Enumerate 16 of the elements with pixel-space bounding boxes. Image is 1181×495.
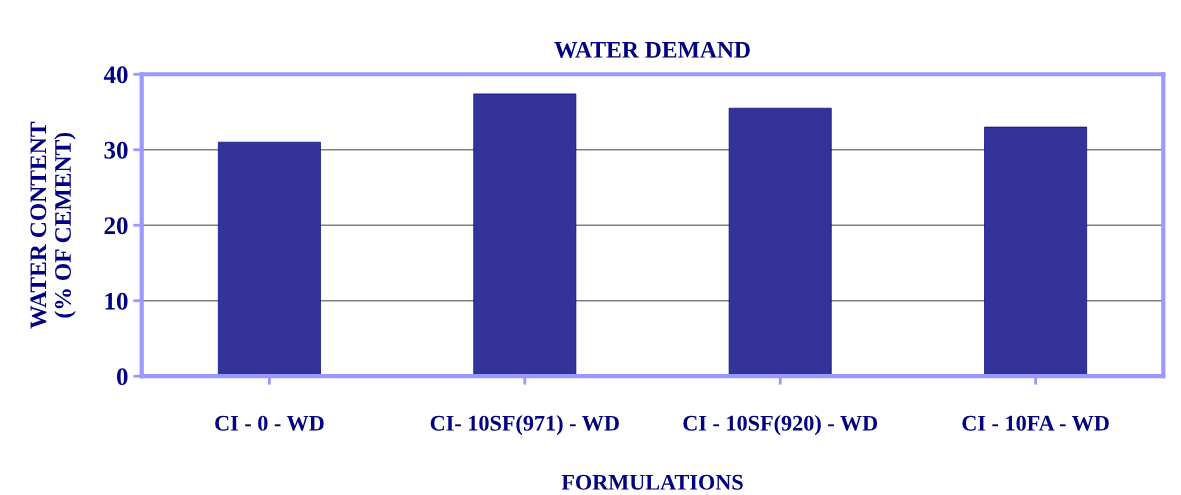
x-tick-label: CI - 0 - WD	[215, 415, 324, 431]
chart-title: WATER DEMAND	[554, 42, 750, 58]
x-tick-label: CI - 10SF(920) - WD	[683, 415, 878, 436]
bar	[473, 93, 577, 377]
y-tick-label: 20	[104, 217, 128, 235]
bar	[217, 141, 321, 377]
y-tick-label: 30	[104, 141, 128, 159]
x-tick-label: CI- 10SF(971) - WD	[430, 415, 619, 436]
x-tick-label: CI - 10FA - WD	[962, 415, 1109, 431]
x-axis-title: FORMULATIONS	[561, 474, 743, 490]
y-tick-label: 0	[116, 368, 128, 386]
bar	[728, 107, 832, 377]
y-tick-label: 40	[103, 66, 128, 84]
y-axis-title: WATER CONTENT (% OF CEMENT)	[30, 121, 76, 329]
bar	[984, 126, 1088, 377]
y-tick-label: 10	[105, 292, 128, 310]
